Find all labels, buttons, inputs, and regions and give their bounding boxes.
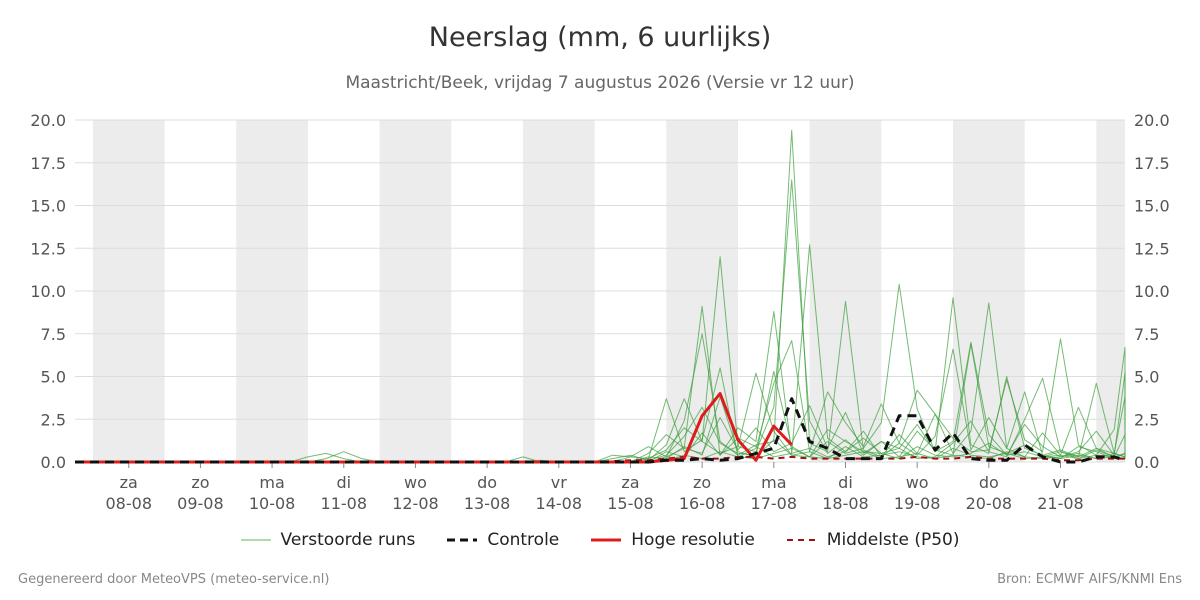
series-hoge-resolutie bbox=[75, 392, 793, 464]
x-tick-date: 18-08 bbox=[822, 494, 869, 513]
x-tick-date: 09-08 bbox=[177, 494, 224, 513]
x-tick-day: do bbox=[979, 473, 999, 492]
y-tick-label: 2.5 bbox=[41, 410, 66, 429]
y-tick-label: 17.5 bbox=[30, 154, 66, 173]
legend-item-control[interactable]: Controle bbox=[447, 530, 559, 550]
x-tick-day: ma bbox=[259, 473, 284, 492]
x-tick-day: za bbox=[621, 473, 639, 492]
x-tick-day: wo bbox=[906, 473, 929, 492]
x-tick-day: za bbox=[120, 473, 138, 492]
y-tick-label: 12.5 bbox=[1134, 239, 1170, 258]
y-tick-label: 20.0 bbox=[30, 111, 66, 130]
y-tick-label: 5.0 bbox=[1134, 368, 1159, 387]
x-tick-date: 17-08 bbox=[751, 494, 798, 513]
legend-swatch-median bbox=[786, 539, 817, 541]
legend-label-hires: Hoge resolutie bbox=[631, 530, 755, 550]
y-tick-label: 7.5 bbox=[41, 325, 66, 344]
series-lines bbox=[75, 129, 1126, 464]
legend: Verstoorde runs Controle Hoge resolutie … bbox=[0, 530, 1200, 550]
legend-label-median: Middelste (P50) bbox=[826, 530, 960, 550]
y-axis-left: 0.0 2.5 5.0 7.5 10.0 12.5 15.0 17.5 20.0 bbox=[30, 111, 66, 472]
y-tick-label: 15.0 bbox=[30, 197, 66, 216]
y-tick-label: 10.0 bbox=[30, 282, 66, 301]
y-tick-label: 10.0 bbox=[1134, 282, 1170, 301]
x-tick-day: vr bbox=[1052, 473, 1068, 492]
legend-label-ensemble: Verstoorde runs bbox=[280, 530, 416, 550]
legend-item-hires[interactable]: Hoge resolutie bbox=[591, 530, 755, 550]
legend-item-median[interactable]: Middelste (P50) bbox=[786, 530, 960, 550]
x-tick-date: 14-08 bbox=[536, 494, 583, 513]
x-axis: za 08-08 zo 09-08 ma 10-08 di 11-08 wo 12-08 do 13-… bbox=[106, 462, 1084, 513]
x-tick-date: 15-08 bbox=[607, 494, 654, 513]
legend-item-ensemble[interactable]: Verstoorde runs bbox=[240, 530, 416, 550]
x-tick-date: 08-08 bbox=[106, 494, 153, 513]
x-tick-day: zo bbox=[191, 473, 209, 492]
x-tick-date: 16-08 bbox=[679, 494, 726, 513]
legend-swatch-hires bbox=[591, 538, 622, 542]
y-axis-right: 0.0 2.5 5.0 7.5 10.0 12.5 15.0 17.5 20.0 bbox=[1134, 111, 1170, 472]
x-tick-date: 11-08 bbox=[321, 494, 368, 513]
series-controle bbox=[75, 397, 1126, 464]
legend-label-control: Controle bbox=[487, 530, 560, 550]
x-tick-day: zo bbox=[693, 473, 711, 492]
y-tick-label: 5.0 bbox=[41, 368, 66, 387]
footer-credit: Gegenereerd door MeteoVPS (meteo-service… bbox=[18, 572, 330, 587]
x-tick-date: 12-08 bbox=[392, 494, 439, 513]
x-tick-day: di bbox=[336, 473, 351, 492]
y-tick-label: 0.0 bbox=[41, 453, 66, 472]
x-tick-day: ma bbox=[761, 473, 786, 492]
y-tick-label: 17.5 bbox=[1134, 154, 1170, 173]
y-tick-label: 2.5 bbox=[1134, 410, 1159, 429]
x-tick-day: vr bbox=[551, 473, 567, 492]
legend-swatch-control bbox=[447, 538, 478, 542]
footer-source: Bron: ECMWF AIFS/KNMI Ens bbox=[997, 572, 1182, 587]
x-tick-date: 19-08 bbox=[894, 494, 941, 513]
x-tick-date: 13-08 bbox=[464, 494, 511, 513]
x-tick-date: 10-08 bbox=[249, 494, 296, 513]
y-tick-label: 12.5 bbox=[30, 239, 66, 258]
y-tick-label: 0.0 bbox=[1134, 453, 1159, 472]
chart-subtitle: Maastricht/Beek, vrijdag 7 augustus 2026… bbox=[345, 73, 855, 93]
x-tick-day: di bbox=[838, 473, 853, 492]
chart-title: Neerslag (mm, 6 uurlijks) bbox=[428, 22, 772, 53]
x-tick-date: 20-08 bbox=[966, 494, 1013, 513]
x-tick-day: do bbox=[477, 473, 497, 492]
y-tick-label: 7.5 bbox=[1134, 325, 1159, 344]
x-tick-date: 21-08 bbox=[1037, 494, 1084, 513]
y-tick-label: 15.0 bbox=[1134, 197, 1170, 216]
x-tick-day: wo bbox=[404, 473, 427, 492]
legend-swatch-ensemble bbox=[240, 539, 271, 541]
y-tick-label: 20.0 bbox=[1134, 111, 1170, 130]
